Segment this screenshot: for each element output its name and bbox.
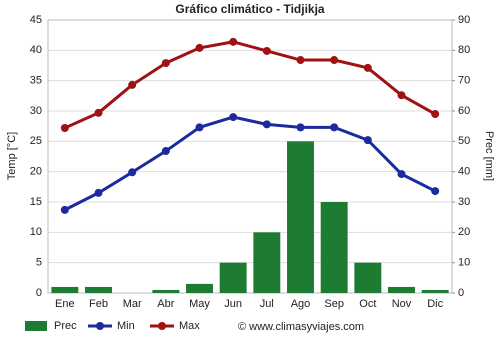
point	[94, 188, 103, 197]
y2-tick-label: 20	[458, 226, 470, 238]
x-tick-label: May	[189, 298, 210, 310]
y2-tick-label: 30	[458, 196, 470, 208]
x-tick-label: Abr	[157, 298, 174, 310]
point	[161, 147, 170, 156]
chart-title: Gráfico climático - Tidjikja	[175, 2, 324, 16]
point	[397, 91, 406, 100]
bar	[152, 289, 180, 293]
legend-swatch	[158, 322, 166, 330]
bar	[51, 286, 79, 293]
credit: © www.climasyviajes.com	[238, 321, 364, 333]
point	[128, 168, 137, 177]
x-tick-label: Dic	[427, 298, 443, 310]
y-tick-label: 45	[30, 14, 42, 26]
point	[262, 46, 271, 55]
point	[94, 108, 103, 117]
line	[64, 115, 436, 212]
bar	[287, 141, 314, 293]
y-tick-label: 10	[30, 226, 42, 238]
point	[296, 123, 305, 132]
bar	[219, 262, 247, 293]
legend-swatch	[25, 321, 47, 331]
y2-tick-label: 60	[458, 105, 470, 117]
point	[161, 59, 170, 68]
y-tick-label: 25	[30, 135, 42, 147]
y2-tick-label: 40	[458, 166, 470, 178]
point	[195, 43, 204, 52]
bar	[320, 202, 348, 293]
legend-label: Min	[117, 320, 135, 332]
x-tick-label: Jun	[224, 298, 242, 310]
y-tick-label: 15	[30, 196, 42, 208]
point	[363, 63, 372, 72]
point	[296, 56, 305, 65]
bar	[354, 262, 382, 293]
line	[64, 40, 436, 130]
y-tick-label: 5	[36, 257, 42, 269]
legend-swatch	[96, 322, 104, 330]
bar	[186, 283, 213, 293]
bar	[85, 286, 112, 293]
x-tick-label: Mar	[123, 298, 142, 310]
point	[262, 120, 271, 129]
point	[431, 110, 440, 119]
bar	[421, 289, 449, 293]
y2-tick-label: 80	[458, 44, 470, 56]
x-tick-label: Jul	[260, 298, 274, 310]
y-tick-label: 35	[30, 75, 42, 87]
point	[330, 56, 339, 65]
y-tick-label: 0	[36, 287, 42, 299]
x-tick-label: Oct	[359, 298, 376, 310]
y2-axis-label: Prec [mm]	[483, 131, 495, 181]
point	[229, 37, 238, 46]
point	[397, 170, 406, 179]
y2-tick-label: 70	[458, 75, 470, 87]
y2-tick-label: 90	[458, 14, 470, 26]
point	[60, 205, 69, 214]
point	[128, 80, 137, 89]
x-tick-label: Nov	[392, 298, 412, 310]
point	[195, 123, 204, 132]
y2-tick-label: 0	[458, 287, 464, 299]
point	[330, 123, 339, 132]
y-tick-label: 40	[30, 44, 42, 56]
point	[60, 123, 69, 132]
legend-label: Max	[179, 320, 200, 332]
y2-tick-label: 10	[458, 257, 470, 269]
bar	[388, 286, 415, 293]
point	[229, 113, 238, 122]
y-tick-label: 20	[30, 166, 42, 178]
plot-frame	[47, 19, 453, 294]
y-tick-label: 30	[30, 105, 42, 117]
y2-tick-label: 50	[458, 135, 470, 147]
legend-label: Prec	[54, 320, 77, 332]
x-tick-label: Feb	[89, 298, 108, 310]
x-tick-label: Ene	[55, 298, 75, 310]
point	[363, 136, 372, 145]
point	[431, 187, 440, 196]
x-tick-label: Ago	[291, 298, 311, 310]
bar	[253, 232, 281, 293]
y-axis-label: Temp [°C]	[6, 132, 18, 180]
x-tick-label: Sep	[324, 298, 344, 310]
